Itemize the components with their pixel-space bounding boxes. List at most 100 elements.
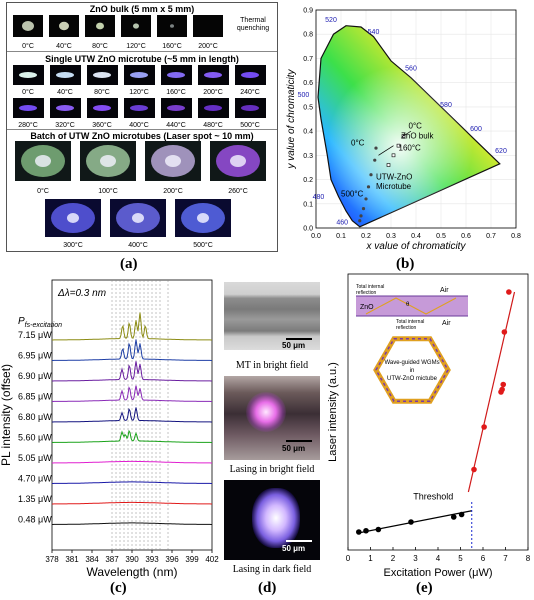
annotation-line — [378, 145, 394, 156]
wgm-line1: Wave-guided WGMs — [384, 360, 439, 366]
below-threshold-point — [375, 526, 382, 533]
scale-bar-2 — [286, 440, 312, 442]
power-label: 6.95 μW — [18, 351, 52, 361]
spectrum-line — [52, 361, 212, 382]
x-tick-label: 384 — [85, 555, 99, 564]
spectrum-line — [52, 339, 212, 361]
bulk-glow — [96, 22, 104, 30]
power-label: 5.05 μW — [18, 453, 52, 463]
above-threshold-fit — [467, 291, 516, 493]
microtube-glow — [19, 72, 37, 78]
bulk-temp-label: 200°C — [198, 42, 218, 50]
x-tick-label: 393 — [145, 555, 159, 564]
x-tick-label: 399 — [185, 555, 199, 564]
spectrum-line — [52, 522, 212, 525]
bulk-point — [386, 163, 391, 167]
microtube-point — [374, 146, 378, 150]
label-0c-bulk: 0°C — [409, 122, 423, 131]
microtube-temp-label: 120°C — [129, 88, 149, 96]
y-tick-label: 0.6 — [303, 80, 313, 87]
spectrum-line — [52, 501, 212, 505]
caption-lasing-dark: Lasing in dark field — [232, 564, 312, 575]
batch-temp-label: 400°C — [128, 241, 148, 249]
scale-label-3: 50 μm — [282, 544, 306, 553]
x-tick-label: 0 — [346, 554, 351, 563]
excitation-label: Pfs-excitation — [18, 316, 62, 329]
microtube-temp-label: 200°C — [203, 88, 223, 96]
y-tick-label: 0.2 — [303, 177, 313, 184]
bulk-temp-label: 120°C — [126, 42, 146, 50]
air-top-label: Air — [440, 287, 449, 294]
x-tick-label: 0.4 — [411, 233, 421, 240]
bulk-temp-label: 160°C — [162, 42, 182, 50]
batch-core — [67, 213, 79, 223]
below-threshold-fit — [356, 510, 472, 534]
air-bottom-label: Air — [442, 320, 451, 327]
microtube-glow — [130, 72, 148, 78]
batch-core — [100, 155, 116, 167]
microtube-point — [369, 173, 373, 177]
panel-a: ZnO bulk (5 mm x 5 mm) 0°C 40°C 80°C 120°C 1… — [6, 2, 278, 252]
microtube-temp-label: 0°C — [22, 88, 34, 96]
microtube-glow — [56, 105, 74, 111]
ray-path — [365, 297, 457, 315]
thermal-note-line1: Thermal — [240, 17, 266, 24]
x-axis-label: Excitation Power (μW) — [383, 567, 492, 579]
scale-label-1: 50 μm — [282, 341, 306, 350]
above-threshold-point — [499, 386, 505, 393]
thermal-note-line2: quenching — [236, 25, 270, 32]
above-threshold-point — [471, 466, 477, 473]
section-divider-2 — [7, 129, 277, 130]
microtube-temp-label: 440°C — [166, 121, 186, 129]
batch-core — [35, 155, 51, 167]
x-tick-label: 378 — [45, 555, 59, 564]
p-sub: fs-excitation — [25, 322, 62, 329]
zno-label: ZnO — [360, 304, 374, 311]
above-threshold-point — [506, 289, 512, 295]
annotation-line — [403, 130, 412, 137]
bulk-glow — [170, 24, 174, 28]
spectrum-line — [52, 481, 212, 484]
panel-e-threshold-chart: 0 1 2 3 4 5 6 7 8 Excitation Power (μW) Laser inte… — [327, 273, 531, 579]
batch-core — [165, 155, 181, 167]
x-axis-label: x value of chromaticity — [366, 241, 467, 252]
microtube-glow — [167, 105, 185, 111]
microtube-point — [366, 185, 371, 189]
scale-bar-3 — [286, 540, 312, 542]
section-divider-1 — [7, 51, 277, 52]
wavelength-label: 480 — [313, 194, 325, 201]
x-tick-label: 1 — [368, 554, 373, 563]
microtube-temp-label: 360°C — [92, 121, 112, 129]
panel-a-section3-images: 0°C 100°C 200°C 260°C 300°C 400°C 500°C — [15, 141, 266, 249]
below-threshold-point — [450, 514, 457, 520]
y-tick-label: 0.3 — [303, 153, 313, 160]
panel-d-label: (d) — [258, 580, 277, 596]
microtube-temp-label: 40°C — [57, 88, 73, 96]
microtube-temp-label: 240°C — [240, 88, 260, 96]
y-tick-label: 0.7 — [303, 56, 313, 63]
panel-a-section2-title: Single UTW ZnO microtube (~5 mm in lengt… — [45, 54, 239, 64]
lasing-dark-glow — [252, 488, 300, 548]
x-tick-label: 0.5 — [436, 233, 446, 240]
label-0c-tube: 0°C — [351, 139, 365, 148]
panel-b-label: (b) — [396, 256, 415, 272]
x-tick-label: 396 — [165, 555, 179, 564]
wavelength-label: 620 — [495, 148, 507, 155]
label-utw: UTW-ZnO — [376, 173, 412, 182]
tir-top-1: Total internal — [356, 284, 384, 290]
wavelength-label: 600 — [470, 126, 482, 133]
batch-temp-label: 500°C — [193, 241, 213, 249]
microtube-temp-label: 280°C — [18, 121, 38, 129]
cie-white-region — [318, 25, 500, 227]
microtube-glow — [56, 72, 74, 78]
x-tick-label: 7 — [503, 554, 508, 563]
panel-a-section3-title: Batch of UTW ZnO microtubes (Laser spot … — [30, 131, 254, 141]
microtube-temp-label: 480°C — [203, 121, 223, 129]
x-tick-label: 0.1 — [336, 233, 346, 240]
bulk-glow — [22, 21, 34, 31]
x-tick-label: 2 — [391, 554, 396, 563]
wavelength-label: 580 — [440, 102, 452, 109]
x-tick-label: 381 — [65, 555, 79, 564]
label-160c: 160°C — [399, 143, 422, 152]
